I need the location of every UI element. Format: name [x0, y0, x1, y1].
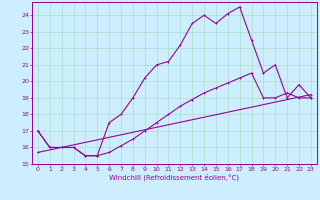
X-axis label: Windchill (Refroidissement éolien,°C): Windchill (Refroidissement éolien,°C)	[109, 173, 239, 181]
